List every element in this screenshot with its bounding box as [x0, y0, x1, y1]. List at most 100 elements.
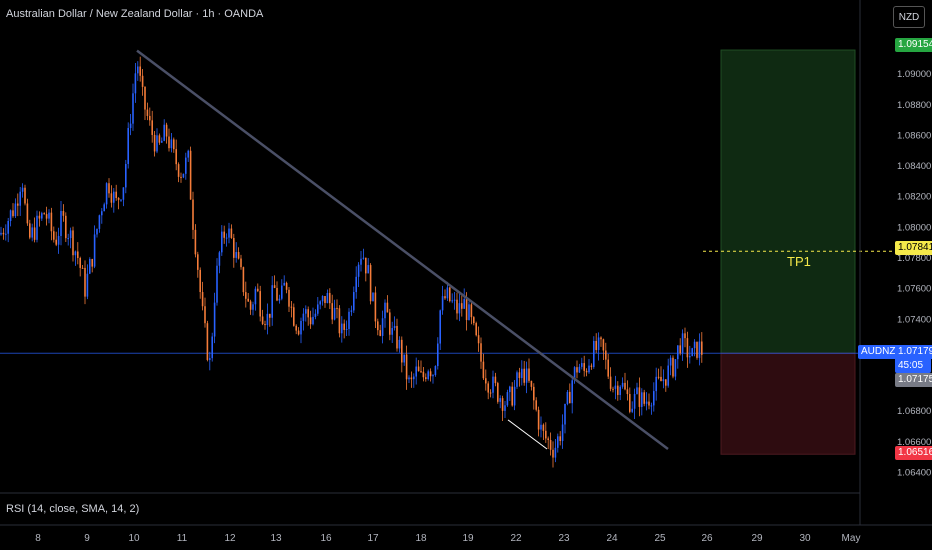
candle-body — [480, 343, 482, 362]
candle-body — [295, 325, 297, 331]
candle-body — [180, 176, 182, 178]
candle-body — [77, 251, 79, 258]
candle-body — [127, 128, 129, 164]
candle-body — [549, 439, 552, 450]
candle-body — [0, 232, 2, 235]
candle-body — [420, 371, 422, 373]
candle-body — [245, 292, 247, 299]
candle-body — [557, 436, 559, 448]
candle-body — [192, 199, 194, 230]
time-tick-label: 10 — [128, 533, 140, 544]
candle-body — [547, 438, 549, 440]
support-line — [507, 419, 548, 450]
rsi-indicator-label[interactable]: RSI (14, close, SMA, 14, 2) — [6, 503, 140, 515]
candle-body — [57, 235, 60, 245]
candle-body — [103, 204, 105, 212]
time-tick-label: 9 — [84, 533, 90, 544]
candle-body — [2, 232, 5, 235]
candle-body — [65, 215, 67, 239]
candle-body — [237, 252, 240, 259]
drawings-layer — [0, 0, 932, 526]
candle-body — [396, 325, 398, 349]
time-tick-label: 23 — [558, 533, 570, 544]
candle-body — [593, 340, 595, 367]
candle-body — [463, 298, 465, 309]
price-tick-label: 1.06600 — [897, 437, 931, 448]
candle-body — [240, 258, 242, 268]
candle-body — [221, 231, 223, 253]
candle-body — [408, 377, 410, 380]
candle-body — [297, 330, 300, 335]
candle-body — [588, 365, 590, 373]
candle-body — [177, 164, 180, 177]
candle-body — [571, 380, 573, 404]
candle-body — [132, 93, 134, 124]
candle-body — [170, 139, 173, 149]
candle-body — [696, 341, 698, 358]
candle-body — [391, 328, 393, 335]
candle-body — [338, 308, 341, 334]
candle-body — [158, 135, 161, 143]
price-axis[interactable]: 1.092001.090001.088001.086001.084001.082… — [897, 38, 931, 478]
candle-body — [677, 345, 679, 360]
price-tick-label: 1.07600 — [897, 284, 931, 295]
candle-body — [341, 323, 343, 334]
candle-body — [290, 306, 293, 308]
candle-body — [429, 371, 432, 377]
candle-body — [653, 391, 655, 406]
candle-body — [482, 361, 485, 379]
candle-body — [139, 66, 141, 76]
candle-body — [564, 403, 566, 425]
candle-body — [525, 368, 528, 383]
candle-body — [432, 375, 434, 377]
candle-body — [492, 376, 494, 393]
candle-body — [242, 267, 245, 293]
candle-body — [129, 123, 132, 129]
candle-body — [153, 134, 156, 152]
currency-button[interactable]: NZD — [893, 6, 925, 28]
candle-body — [74, 251, 77, 256]
time-tick-label: 13 — [270, 533, 282, 544]
candle-body — [386, 302, 389, 313]
candle-body — [384, 302, 386, 319]
candle-body — [31, 227, 33, 238]
candle-body — [228, 228, 230, 238]
candle-body — [617, 385, 619, 395]
candle-body — [55, 239, 57, 245]
countdown-tag: 45:05 — [895, 359, 931, 373]
candle-body — [446, 287, 449, 299]
candle-body — [211, 336, 213, 359]
candle-body — [590, 365, 593, 367]
candle-body — [513, 386, 516, 406]
candle-body — [542, 424, 545, 431]
candle-body — [305, 309, 307, 314]
candle-body — [173, 139, 175, 150]
candle-body — [110, 193, 113, 203]
candle-body — [249, 301, 252, 310]
candle-body — [377, 321, 379, 331]
candle-body — [689, 356, 691, 358]
candle-body — [7, 220, 9, 234]
time-axis[interactable]: 8 9 10 11 12 13 16 17 18 19 22 23 24 25 26 29 30 May — [35, 533, 860, 544]
candle-body — [120, 199, 122, 201]
last-price-tag: 1.07179 — [895, 345, 932, 359]
time-tick-label: 8 — [35, 533, 41, 544]
time-tick-label: 26 — [701, 533, 713, 544]
symbol-tag: AUDNZD — [858, 345, 906, 359]
candle-body — [655, 376, 657, 392]
candle-body — [698, 341, 701, 358]
candle-body — [113, 191, 115, 203]
candle-body — [494, 376, 497, 384]
candle-body — [477, 335, 480, 344]
candle-body — [434, 366, 437, 376]
candle-body — [439, 310, 441, 344]
candle-body — [19, 191, 21, 206]
candle-body — [650, 405, 653, 407]
candle-body — [569, 391, 571, 404]
candle-body — [681, 333, 684, 354]
candle-body — [641, 392, 643, 407]
candle-body — [216, 265, 218, 303]
candle-body — [444, 296, 446, 299]
candle-body — [369, 265, 372, 302]
